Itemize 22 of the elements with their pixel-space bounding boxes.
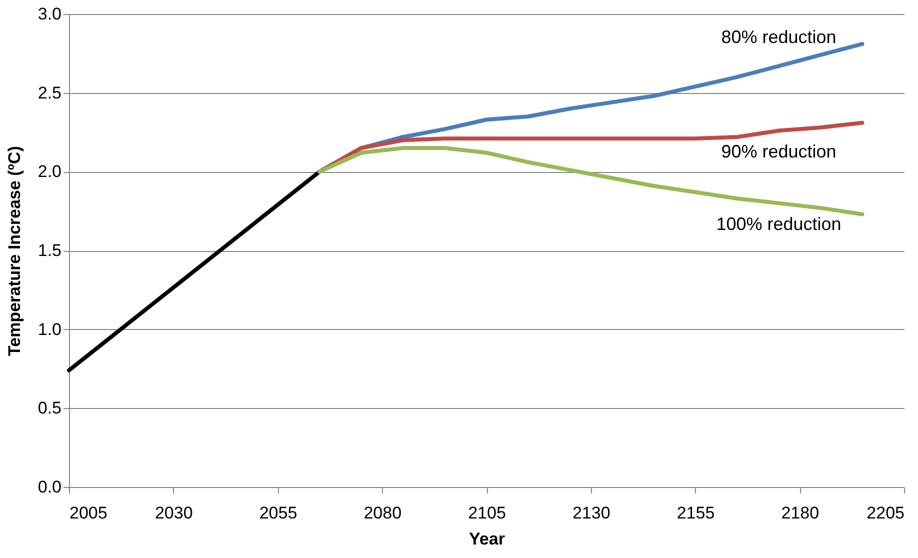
x-tick-label: 2180 xyxy=(781,504,820,522)
y-tick-label: 0.0 xyxy=(38,478,62,496)
y-tick-label: 2.5 xyxy=(38,83,62,102)
y-tick-label: 3.0 xyxy=(38,4,62,24)
x-axis-title: Year xyxy=(469,530,506,548)
x-tick-label: 2130 xyxy=(572,504,610,522)
x-tick-label: 2055 xyxy=(259,504,298,522)
x-tick-label: 2080 xyxy=(364,504,402,522)
y-tick-label: 1.5 xyxy=(38,241,62,260)
series-label: 80% reduction xyxy=(721,27,836,48)
y-tick-label: 2.0 xyxy=(38,162,62,182)
line-series xyxy=(318,146,864,216)
y-axis-title: Temperature Increase (ºC) xyxy=(4,146,24,356)
x-tick-label: 2205 xyxy=(866,504,904,522)
x-tick-label: 2105 xyxy=(468,504,506,522)
series-label: 100% reduction xyxy=(716,214,842,234)
x-tick-label: 2155 xyxy=(676,504,715,522)
x-tick-label: 2005 xyxy=(70,504,108,522)
series-label: 90% reduction xyxy=(721,142,836,162)
x-tick-label: 2030 xyxy=(154,504,193,522)
y-tick-label: 1.0 xyxy=(38,320,62,339)
y-tick-label: 0.5 xyxy=(38,398,62,418)
